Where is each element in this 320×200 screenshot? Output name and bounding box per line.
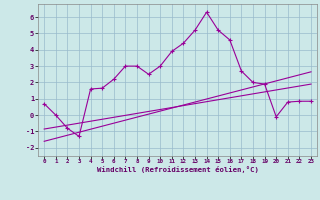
X-axis label: Windchill (Refroidissement éolien,°C): Windchill (Refroidissement éolien,°C) — [97, 166, 259, 173]
